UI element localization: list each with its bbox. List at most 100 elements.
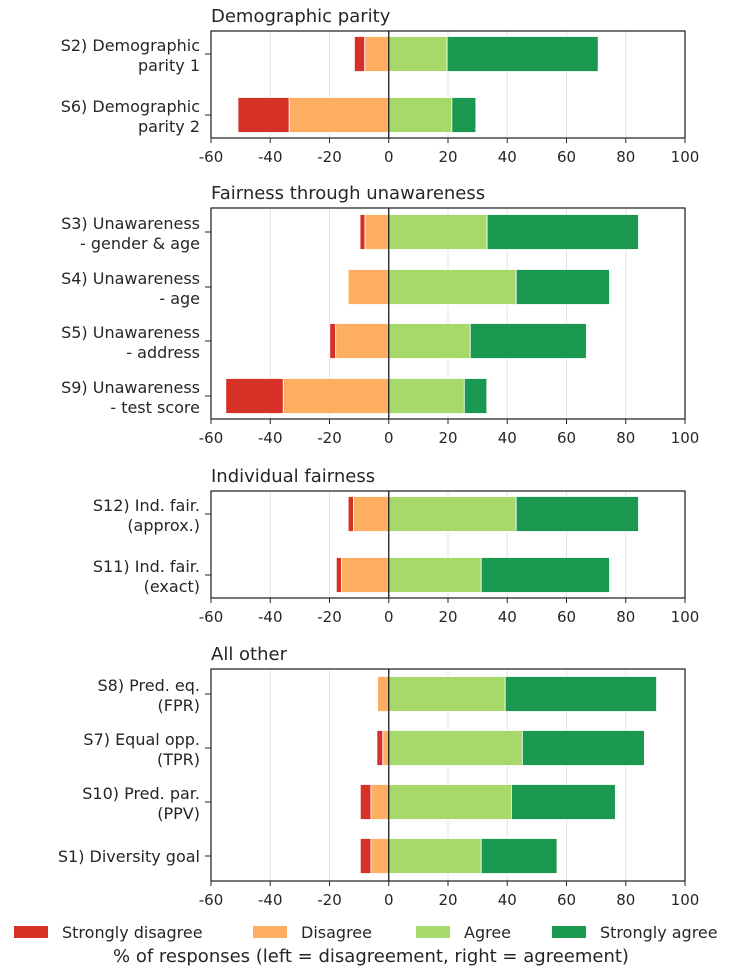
bar-disagree (335, 323, 390, 359)
y-tick-label: - gender & age (80, 234, 200, 253)
x-tick-label: -20 (317, 891, 342, 909)
bar-disagree (353, 496, 390, 532)
panel-2: Fairness through unawareness S3) Unawaren… (61, 183, 699, 447)
bar-disagree (364, 36, 390, 72)
bar-disagree (382, 730, 390, 766)
bar-strongly-disagree (359, 838, 372, 874)
x-tick-label: 100 (671, 891, 700, 909)
bar-agree (388, 838, 482, 874)
legend-label: Strongly disagree (62, 923, 203, 942)
bar-agree (388, 557, 482, 593)
x-tick-label: 60 (557, 608, 576, 626)
y-tick-label: - test score (110, 398, 200, 417)
bar-agree (388, 378, 465, 414)
x-tick-label: 80 (616, 891, 635, 909)
y-tick-label: S12) Ind. fair. (93, 496, 200, 515)
bar-strongly-agree (451, 97, 477, 133)
bar-strongly-disagree (329, 323, 337, 359)
bar-group (335, 557, 610, 593)
x-tick-label: -60 (199, 891, 224, 909)
legend-swatch (14, 926, 48, 938)
x-tick-label: 0 (384, 148, 394, 166)
bar-group (377, 676, 657, 712)
bar-agree (388, 97, 453, 133)
x-tick-label: -60 (199, 608, 224, 626)
y-tick-label: (PPV) (157, 804, 200, 823)
bar-strongly-agree (515, 269, 610, 305)
panel-4: All other S8) Pred. eq.(FPR) S7) Equal opp… (58, 644, 699, 909)
panel-title: Fairness through unawareness (211, 183, 485, 204)
bar-agree (388, 676, 506, 712)
x-axis-label: % of responses (left = disagreement, rig… (113, 946, 629, 967)
bar-strongly-agree (521, 730, 645, 766)
x-tick-label: 60 (557, 429, 576, 447)
x-tick-label: 20 (438, 608, 457, 626)
bar-strongly-disagree (237, 97, 290, 133)
x-tick-label: 60 (557, 148, 576, 166)
bar-agree (388, 784, 512, 820)
y-tick-label: S8) Pred. eq. (97, 676, 200, 695)
y-tick-label: (TPR) (157, 750, 200, 769)
legend-item: Strongly agree (552, 923, 718, 942)
bar-strongly-disagree (376, 730, 384, 766)
y-tick-label: - address (126, 343, 200, 362)
x-tick-label: 40 (498, 891, 517, 909)
bar-disagree (377, 676, 390, 712)
y-tick-label: S2) Demographic (61, 36, 200, 55)
bar-disagree (370, 784, 390, 820)
bar-agree (388, 496, 517, 532)
bar-group (359, 838, 558, 874)
y-tick-label: S11) Ind. fair. (93, 557, 200, 576)
y-tick-label: (FPR) (158, 696, 200, 715)
legend-label: Disagree (301, 923, 372, 942)
bar-group (359, 784, 616, 820)
bar-strongly-agree (486, 214, 639, 250)
bar-strongly-agree (480, 838, 558, 874)
y-tick-label: S3) Unawareness (61, 214, 200, 233)
bar-agree (388, 730, 523, 766)
x-tick-label: -20 (317, 608, 342, 626)
x-tick-label: 80 (616, 608, 635, 626)
bar-strongly-disagree (347, 496, 354, 532)
bar-disagree (370, 838, 390, 874)
bar-strongly-agree (446, 36, 599, 72)
bar-group (347, 269, 610, 305)
x-tick-label: 100 (671, 148, 700, 166)
panel-title: All other (211, 644, 288, 665)
legend-swatch (253, 926, 287, 938)
x-tick-label: 20 (438, 891, 457, 909)
x-tick-label: 20 (438, 429, 457, 447)
bar-group (376, 730, 645, 766)
y-tick-label: S1) Diversity goal (58, 847, 200, 866)
legend-swatch (552, 926, 586, 938)
bar-strongly-agree (463, 378, 488, 414)
x-tick-label: 0 (384, 891, 394, 909)
x-tick-label: 0 (384, 608, 394, 626)
y-tick-label: parity 1 (138, 56, 200, 75)
x-tick-label: -40 (258, 429, 283, 447)
bar-group (353, 36, 599, 72)
x-tick-label: -60 (199, 429, 224, 447)
legend-item: Agree (416, 923, 511, 942)
bar-group (347, 496, 639, 532)
bar-strongly-disagree (359, 784, 372, 820)
legend-label: Strongly agree (600, 923, 718, 942)
y-tick-label: S7) Equal opp. (83, 730, 200, 749)
x-tick-label: 0 (384, 429, 394, 447)
x-tick-label: 60 (557, 891, 576, 909)
x-tick-label: 20 (438, 148, 457, 166)
x-tick-label: 40 (498, 148, 517, 166)
y-tick-label: S4) Unawareness (61, 269, 200, 288)
bar-disagree (288, 97, 390, 133)
x-tick-label: 40 (498, 429, 517, 447)
bar-strongly-agree (469, 323, 587, 359)
y-tick-label: S5) Unawareness (61, 323, 200, 342)
x-tick-label: 80 (616, 429, 635, 447)
x-tick-label: 80 (616, 148, 635, 166)
panel-title: Individual fairness (211, 466, 375, 487)
x-tick-label: -40 (258, 148, 283, 166)
y-tick-label: (exact) (144, 577, 200, 596)
